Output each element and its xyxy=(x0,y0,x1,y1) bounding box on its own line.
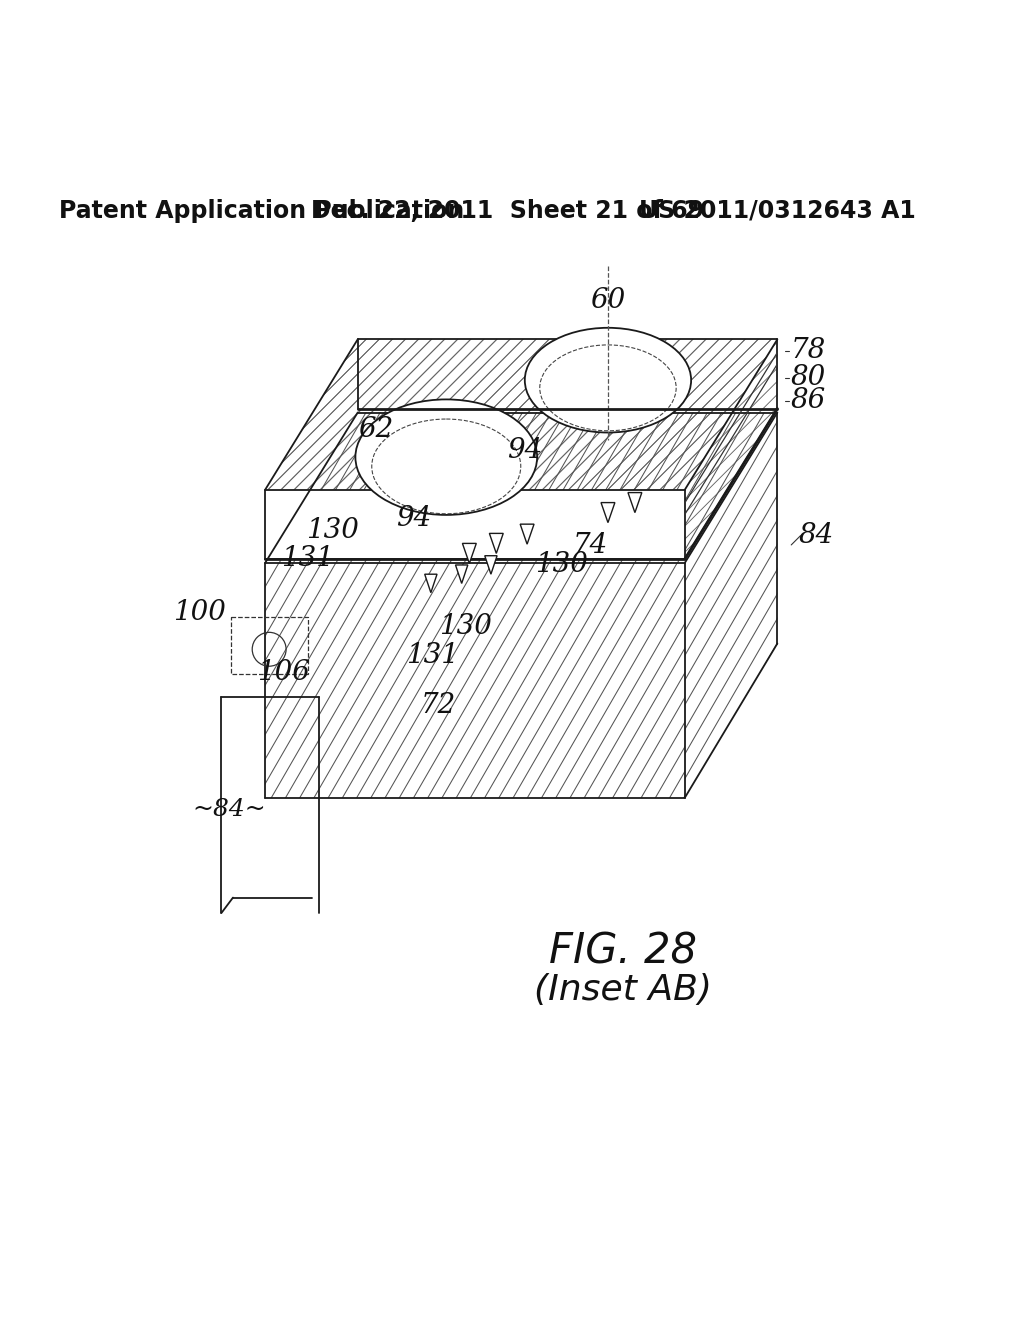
Text: 78: 78 xyxy=(791,338,825,364)
Text: 84: 84 xyxy=(799,523,834,549)
Text: 94: 94 xyxy=(507,437,543,465)
Polygon shape xyxy=(685,339,777,558)
Polygon shape xyxy=(265,490,685,558)
Ellipse shape xyxy=(355,400,538,515)
Text: US 2011/0312643 A1: US 2011/0312643 A1 xyxy=(639,199,915,223)
Text: 130: 130 xyxy=(536,552,588,578)
Text: 74: 74 xyxy=(572,532,608,560)
Polygon shape xyxy=(489,533,503,553)
Text: 94: 94 xyxy=(396,506,431,532)
Polygon shape xyxy=(628,492,642,512)
Text: 130: 130 xyxy=(439,612,492,640)
Text: 131: 131 xyxy=(406,642,459,668)
Polygon shape xyxy=(484,556,497,574)
Text: 62: 62 xyxy=(357,416,393,444)
Polygon shape xyxy=(463,544,476,564)
Text: Patent Application Publication: Patent Application Publication xyxy=(58,199,464,223)
Polygon shape xyxy=(456,565,468,583)
Text: 80: 80 xyxy=(791,364,825,391)
Text: 100: 100 xyxy=(173,599,226,626)
Text: 60: 60 xyxy=(590,288,626,314)
Text: 86: 86 xyxy=(791,388,825,414)
Text: (Inset AB): (Inset AB) xyxy=(535,973,713,1007)
Polygon shape xyxy=(520,524,535,544)
Polygon shape xyxy=(601,503,614,523)
Polygon shape xyxy=(265,412,777,562)
Polygon shape xyxy=(425,574,437,593)
Polygon shape xyxy=(221,697,319,913)
Text: 131: 131 xyxy=(282,545,334,573)
Polygon shape xyxy=(265,339,777,490)
Polygon shape xyxy=(265,562,685,797)
Text: 106: 106 xyxy=(257,659,309,686)
Text: Dec. 22, 2011  Sheet 21 of 69: Dec. 22, 2011 Sheet 21 of 69 xyxy=(311,199,705,223)
Ellipse shape xyxy=(525,327,691,433)
Polygon shape xyxy=(685,412,777,797)
Text: 72: 72 xyxy=(421,692,456,718)
Text: 130: 130 xyxy=(306,517,358,544)
Text: FIG. 28: FIG. 28 xyxy=(549,931,697,973)
Text: ~84~: ~84~ xyxy=(193,797,266,821)
